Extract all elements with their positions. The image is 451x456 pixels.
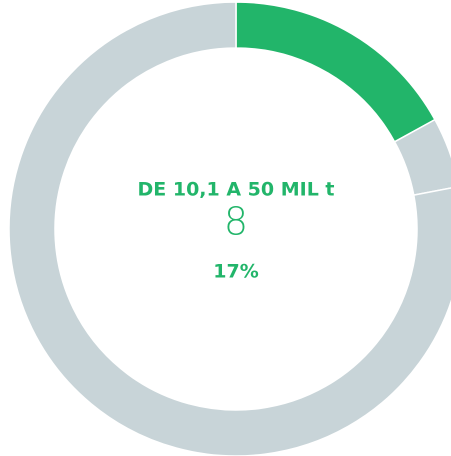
center-value: 8 xyxy=(224,200,248,244)
donut-segment xyxy=(235,1,436,143)
donut-segment xyxy=(8,1,451,456)
value-label: 17% xyxy=(213,261,258,283)
center-label: DE 10,1 A 50 MIL t xyxy=(137,179,334,201)
